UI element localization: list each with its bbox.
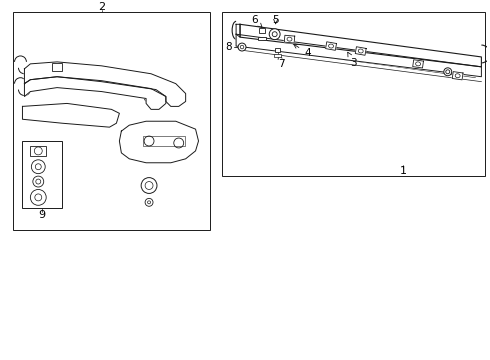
Polygon shape	[325, 42, 337, 50]
Circle shape	[141, 177, 157, 193]
Polygon shape	[120, 121, 198, 163]
Text: 4: 4	[294, 44, 311, 58]
Polygon shape	[236, 24, 240, 37]
Bar	[30, 146, 46, 156]
Circle shape	[269, 29, 280, 40]
Circle shape	[145, 198, 153, 206]
Polygon shape	[240, 24, 481, 67]
Bar	[274, 54, 281, 57]
Text: 8: 8	[225, 42, 231, 52]
Circle shape	[272, 32, 277, 37]
Text: 9: 9	[39, 210, 46, 220]
Circle shape	[144, 136, 154, 146]
Circle shape	[31, 160, 45, 174]
Bar	[258, 37, 266, 40]
Polygon shape	[24, 77, 166, 109]
Text: 5: 5	[272, 15, 279, 25]
Text: 1: 1	[400, 166, 407, 176]
Polygon shape	[452, 72, 463, 80]
Ellipse shape	[329, 44, 334, 48]
Circle shape	[33, 176, 44, 187]
Circle shape	[174, 138, 184, 148]
Ellipse shape	[358, 49, 363, 53]
Bar	[52, 63, 62, 71]
Text: 6: 6	[251, 15, 262, 28]
Bar	[143, 136, 185, 146]
Circle shape	[34, 147, 42, 155]
Bar	[259, 28, 265, 33]
Polygon shape	[355, 47, 366, 55]
Circle shape	[240, 45, 244, 49]
Polygon shape	[413, 60, 423, 68]
Bar	[13, 13, 210, 230]
Text: 2: 2	[98, 3, 105, 13]
Bar	[275, 48, 280, 52]
Circle shape	[35, 194, 42, 201]
Polygon shape	[284, 35, 295, 43]
Circle shape	[36, 179, 41, 184]
Text: 3: 3	[348, 52, 357, 68]
Polygon shape	[24, 62, 186, 107]
Circle shape	[444, 68, 452, 76]
Ellipse shape	[416, 62, 420, 66]
Circle shape	[147, 201, 150, 204]
Bar	[23, 141, 62, 208]
Circle shape	[35, 164, 41, 170]
Text: 7: 7	[278, 55, 285, 69]
Circle shape	[238, 43, 246, 51]
Circle shape	[145, 181, 153, 189]
Polygon shape	[236, 34, 481, 77]
Circle shape	[446, 70, 450, 74]
Circle shape	[30, 189, 46, 205]
Ellipse shape	[455, 74, 460, 78]
Ellipse shape	[287, 37, 292, 41]
Bar	[222, 13, 486, 176]
Polygon shape	[23, 103, 120, 127]
